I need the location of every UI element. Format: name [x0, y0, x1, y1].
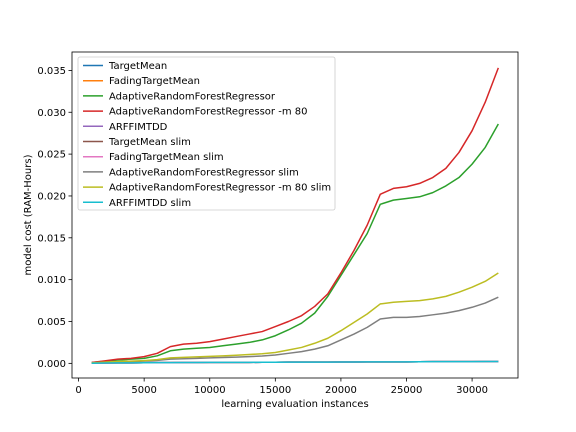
legend-label-6: FadingTargetMean slim	[109, 152, 224, 163]
legend-label-5: TargetMean slim	[108, 137, 191, 148]
legend-box	[77, 56, 336, 211]
x-tick-label: 20000	[325, 385, 357, 396]
legend-label-2: AdaptiveRandomForestRegressor	[109, 91, 276, 102]
legend-label-8: AdaptiveRandomForestRegressor -m 80 slim	[109, 183, 331, 194]
y-tick-label: 0.005	[37, 317, 66, 328]
y-tick-label: 0.000	[37, 359, 66, 370]
y-tick-label: 0.020	[37, 191, 66, 202]
y-axis-ticks: 0.000 0.005 0.010 0.015 0.020 0.025 0.030 0.035	[37, 66, 72, 370]
series-line-7	[91, 296, 499, 364]
y-tick-label: 0.015	[37, 233, 66, 244]
legend-label-9: ARFFIMTDD slim	[109, 198, 191, 209]
plot-frame	[71, 51, 519, 379]
x-tick-label: 30000	[456, 385, 488, 396]
legend-label-7: AdaptiveRandomForestRegressor slim	[109, 167, 299, 178]
x-tick-label: 0	[75, 385, 81, 396]
series-line-8	[91, 272, 499, 364]
legend: TargetMean FadingTargetMean AdaptiveRandom…	[77, 56, 336, 211]
y-axis-label: model cost (RAM-Hours)	[23, 154, 34, 275]
x-tick-label: 15000	[259, 385, 291, 396]
series-line-9	[91, 360, 499, 364]
y-tick-label: 0.035	[37, 66, 66, 77]
legend-label-4: ARFFIMTDD	[109, 122, 168, 133]
legend-label-3: AdaptiveRandomForestRegressor -m 80	[109, 107, 307, 118]
series-line-2	[91, 123, 499, 364]
legend-label-0: TargetMean	[108, 61, 167, 72]
series-line-3	[91, 67, 500, 364]
x-axis-label: learning evaluation instances	[221, 399, 368, 410]
x-tick-label: 10000	[194, 385, 226, 396]
x-tick-label: 5000	[131, 385, 156, 396]
series-layer	[91, 67, 500, 364]
legend-label-1: FadingTargetMean	[109, 76, 200, 87]
y-tick-label: 0.010	[37, 275, 66, 286]
y-tick-label: 0.025	[37, 150, 66, 161]
y-tick-label: 0.030	[37, 108, 66, 119]
x-tick-label: 25000	[391, 385, 423, 396]
x-axis-ticks: 0 5000 10000 15000 20000 25000 30000	[75, 378, 488, 396]
